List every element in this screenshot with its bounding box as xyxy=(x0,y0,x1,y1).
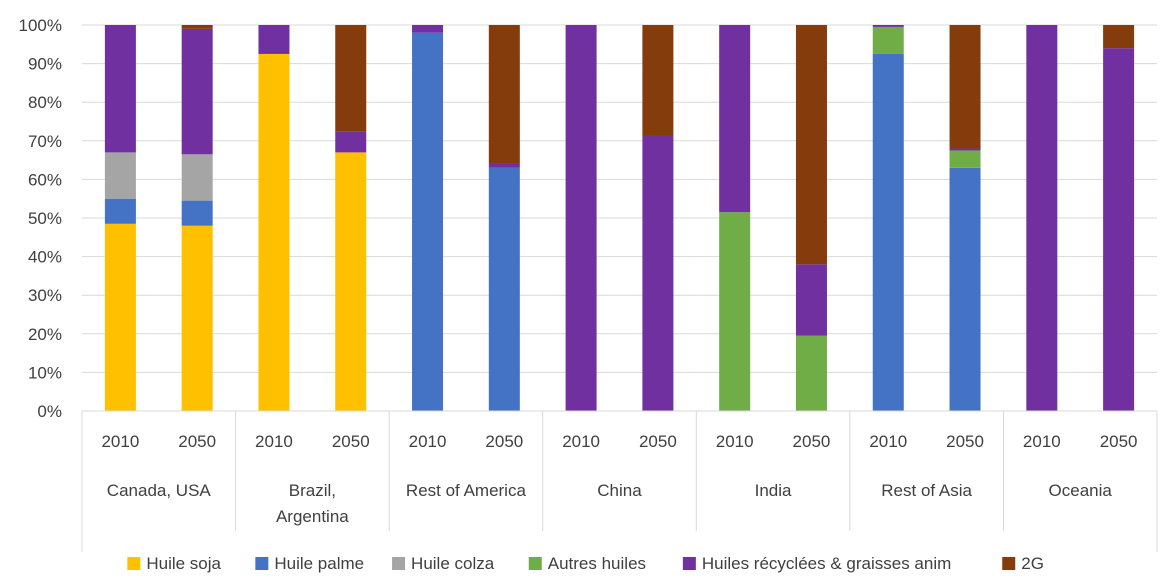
legend-label: Huile soja xyxy=(146,554,221,573)
y-tick-label: 0% xyxy=(37,402,62,421)
bar-segment xyxy=(719,25,751,213)
x-tick-label: 2010 xyxy=(869,432,907,451)
legend-label: Huile palme xyxy=(274,554,364,573)
bar-segment xyxy=(1026,25,1058,411)
x-tick-label: 2050 xyxy=(1100,432,1138,451)
group-label: Oceania xyxy=(1049,481,1113,500)
x-tick-label: 2050 xyxy=(946,432,984,451)
legend-swatch xyxy=(528,557,542,570)
legend-swatch xyxy=(392,557,406,570)
x-tick-label: 2050 xyxy=(178,432,216,451)
gridlines xyxy=(82,24,1157,373)
bar-segment xyxy=(1103,25,1135,49)
y-tick-label: 60% xyxy=(28,170,62,189)
bar-segment xyxy=(565,25,597,411)
bar-segment xyxy=(1103,48,1135,411)
legend-swatch xyxy=(1002,557,1016,570)
legend-item: Huile palme xyxy=(255,554,364,573)
bar-segment xyxy=(949,150,981,168)
x-axis: 2010 2050 2010 2050 2010 2050 2010 2050 2010 2050… xyxy=(81,410,1158,552)
x-tick-label: 2010 xyxy=(562,432,600,451)
legend-item: 2G xyxy=(1002,554,1044,573)
bar-segment xyxy=(181,28,213,155)
bar-segment xyxy=(258,53,290,411)
x-tick-label: 2050 xyxy=(332,432,370,451)
bar-segment xyxy=(949,148,981,151)
legend-item: Autres huiles xyxy=(528,554,646,573)
bar-segment xyxy=(181,154,213,201)
group-label: Rest of Asia xyxy=(881,481,972,500)
x-tick-label: 2010 xyxy=(101,432,139,451)
bar-segment xyxy=(488,25,520,164)
bar-segment xyxy=(181,225,213,411)
y-tick-label: 90% xyxy=(28,55,62,74)
group-label: Brazil, xyxy=(289,481,336,500)
bar-segment xyxy=(488,163,520,168)
bar-segment xyxy=(795,264,827,336)
legend-label: 2G xyxy=(1021,554,1044,573)
y-tick-label: 10% xyxy=(28,363,62,382)
x-tick-label: 2050 xyxy=(793,432,831,451)
group-label: Canada, USA xyxy=(107,481,212,500)
x-tick-label: 2050 xyxy=(485,432,523,451)
bar-segment xyxy=(181,25,213,29)
bar-segment xyxy=(258,25,290,54)
legend-item: Huile soja xyxy=(127,554,222,573)
bar-segment xyxy=(104,152,136,199)
x-tick-label: 2010 xyxy=(716,432,754,451)
x-tick-label: 2010 xyxy=(255,432,293,451)
group-label: Rest of America xyxy=(406,481,527,500)
y-tick-label: 30% xyxy=(28,286,62,305)
bar-segment xyxy=(181,200,213,226)
bar-segment xyxy=(335,131,367,153)
legend: Huile soja Huile palme Huile colza Autres h… xyxy=(127,554,1044,573)
bar-segment xyxy=(719,212,751,411)
y-tick-label: 40% xyxy=(28,248,62,267)
legend-item: Huiles récyclées & graisses anim xyxy=(682,554,951,573)
y-axis: 0% 10% 20% 30% 40% 50% 60% 70% 80% 90% 100% xyxy=(19,16,62,421)
bar-segment xyxy=(412,32,444,411)
bar-segment xyxy=(104,223,136,411)
legend-label: Huile colza xyxy=(411,554,495,573)
y-tick-label: 100% xyxy=(19,16,62,35)
bar-segment xyxy=(335,152,367,411)
bars xyxy=(104,25,1135,411)
bar-segment xyxy=(795,335,827,411)
y-tick-label: 20% xyxy=(28,325,62,344)
x-tick-label: 2050 xyxy=(639,432,677,451)
bar-segment xyxy=(104,25,136,153)
y-tick-label: 50% xyxy=(28,209,62,228)
y-tick-label: 80% xyxy=(28,93,62,112)
x-tick-label: 2010 xyxy=(409,432,447,451)
x-tick-label: 2010 xyxy=(1023,432,1061,451)
bar-segment xyxy=(488,167,520,411)
bar-segment xyxy=(949,167,981,411)
group-label: India xyxy=(755,481,792,500)
bar-segment xyxy=(795,25,827,265)
legend-label: Autres huiles xyxy=(548,554,646,573)
bar-segment xyxy=(642,25,674,136)
group-label: Argentina xyxy=(276,507,349,526)
bar-segment xyxy=(412,25,444,33)
bar-segment xyxy=(642,135,674,411)
bar-segment xyxy=(872,26,904,54)
bar-segment xyxy=(872,25,904,27)
bar-segment xyxy=(335,25,367,132)
legend-label: Huiles récyclées & graisses anim xyxy=(702,554,951,573)
bar-segment xyxy=(872,53,904,411)
legend-swatch xyxy=(255,557,269,570)
group-label: China xyxy=(597,481,642,500)
bar-segment xyxy=(949,25,981,149)
legend-item: Huile colza xyxy=(392,554,495,573)
legend-swatch xyxy=(682,557,696,570)
y-tick-label: 70% xyxy=(28,132,62,151)
bar-segment xyxy=(104,198,136,224)
legend-swatch xyxy=(127,557,141,570)
